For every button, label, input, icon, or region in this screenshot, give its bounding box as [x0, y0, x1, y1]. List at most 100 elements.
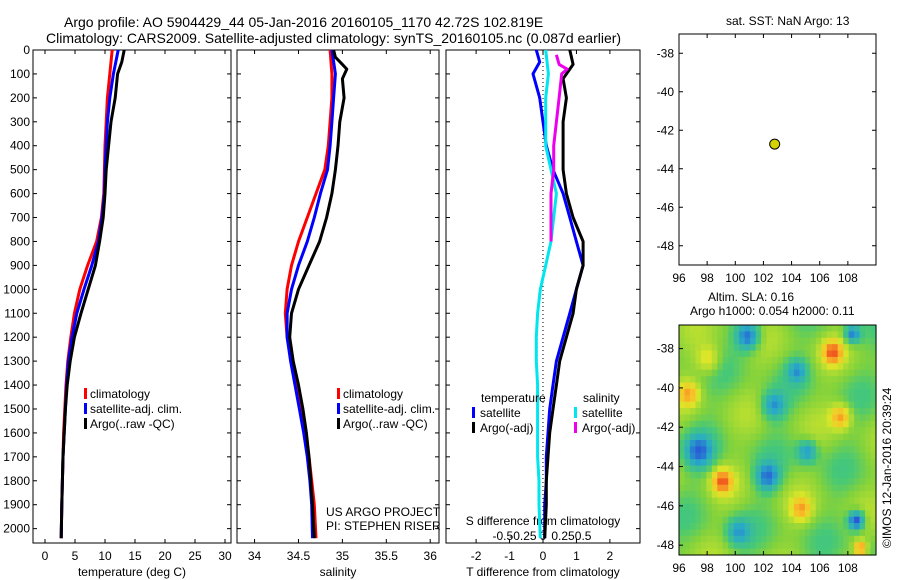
heatmap-cell: [832, 478, 839, 486]
heatmap-cell: [859, 446, 866, 454]
heatmap-cell: [684, 356, 691, 364]
heatmap-cell: [739, 548, 746, 556]
heatmap-cell: [700, 523, 707, 531]
legend-label: Argo(-adj): [582, 421, 635, 435]
heatmap-cell: [717, 395, 724, 403]
heatmap-cell: [782, 427, 790, 435]
heatmap-cell: [700, 382, 707, 390]
heatmap-cell: [799, 465, 806, 473]
heatmap-cell: [870, 350, 877, 358]
heatmap-cell: [859, 433, 866, 441]
x-tick-label: 100: [725, 271, 745, 285]
heatmap-cell: [750, 401, 757, 409]
heatmap-cell: [739, 395, 746, 403]
heatmap-cell: [810, 433, 817, 441]
heatmap-cell: [733, 535, 740, 543]
heatmap-cell: [761, 535, 768, 543]
heatmap-cell: [695, 401, 702, 409]
heatmap-cell: [684, 344, 691, 352]
heatmap-cell: [843, 337, 850, 345]
heatmap-cell: [772, 471, 779, 479]
heatmap-cell: [766, 535, 773, 543]
heatmap-cell: [837, 542, 844, 550]
heatmap-cell: [843, 427, 850, 435]
s-tick-label: 0: [540, 529, 547, 543]
heatmap-cell: [744, 465, 751, 473]
heatmap-cell: [700, 337, 707, 345]
heatmap-cell: [843, 542, 850, 550]
heatmap-cell: [848, 369, 855, 377]
heatmap-cell: [848, 452, 855, 460]
heatmap-cell: [821, 523, 828, 531]
y-tick-label: 1700: [3, 450, 30, 464]
heatmap-cell: [772, 516, 779, 524]
heatmap-cell: [684, 331, 691, 339]
heatmap-cell: [810, 440, 817, 447]
heatmap-cell: [761, 491, 768, 499]
heatmap-cell: [832, 446, 839, 454]
panel-frame-0: [32, 49, 232, 544]
heatmap-cell: [854, 535, 861, 543]
heatmap-cell: [750, 548, 757, 556]
heatmap-cell: [832, 510, 839, 518]
heatmap-cell: [859, 420, 866, 428]
heatmap-cell: [810, 484, 817, 492]
heatmap-cell: [684, 401, 691, 409]
heatmap-cell: [722, 369, 729, 377]
heatmap-cell: [706, 337, 713, 345]
heatmap-cell: [832, 452, 839, 460]
heatmap-cell: [815, 510, 822, 518]
heatmap-cell: [810, 414, 817, 422]
heatmap-cell: [761, 497, 768, 505]
heatmap-cell: [695, 478, 702, 486]
heatmap-cell: [826, 401, 833, 409]
heatmap-cell: [684, 408, 691, 416]
heatmap-cell: [832, 523, 839, 531]
x-tick-label: 15: [128, 549, 142, 563]
heatmap-cell: [679, 382, 686, 390]
heatmap-cell: [865, 529, 872, 537]
heatmap-cell: [782, 548, 790, 556]
heatmap-cell: [695, 523, 702, 531]
heatmap-cell: [755, 363, 762, 371]
heatmap-cell: [722, 510, 729, 518]
heatmap-cell: [777, 369, 784, 377]
heatmap-cell: [859, 414, 866, 422]
location-map-frame: [678, 33, 877, 266]
heatmap-cell: [804, 356, 811, 364]
heatmap-cell: [684, 484, 691, 492]
heatmap-cell: [684, 388, 691, 396]
heatmap-cell: [793, 516, 800, 524]
heatmap-cell: [837, 452, 844, 460]
heatmap-cell: [695, 331, 702, 339]
heatmap-cell: [848, 363, 855, 371]
heatmap-cell: [728, 535, 735, 543]
heatmap-cell: [859, 491, 866, 499]
heatmap-cell: [788, 408, 795, 416]
heatmap-cell: [821, 408, 828, 416]
heatmap-cell: [772, 542, 779, 550]
heatmap-cell: [706, 376, 713, 384]
heatmap-cell: [684, 369, 691, 377]
heatmap-cell: [837, 344, 844, 352]
heatmap-cell: [755, 542, 762, 550]
heatmap-cell: [722, 503, 729, 511]
heatmap-cell: [859, 356, 866, 364]
heatmap-cell: [870, 414, 877, 422]
heatmap-cell: [826, 459, 833, 467]
heatmap-cell: [695, 427, 702, 435]
heatmap-cell: [815, 414, 822, 422]
heatmap-cell: [810, 523, 817, 531]
legend-swatch: [574, 422, 577, 433]
heatmap-cell: [810, 408, 817, 416]
heatmap-cell: [761, 440, 768, 447]
heatmap-cell: [782, 388, 790, 396]
y-tick-label: 200: [10, 91, 30, 105]
heatmap-cell: [728, 523, 735, 531]
heatmap-cell: [821, 446, 828, 454]
heatmap-cell: [733, 414, 740, 422]
heatmap-cell: [832, 356, 839, 364]
heatmap-cell: [717, 427, 724, 435]
heatmap-cell: [832, 350, 839, 358]
